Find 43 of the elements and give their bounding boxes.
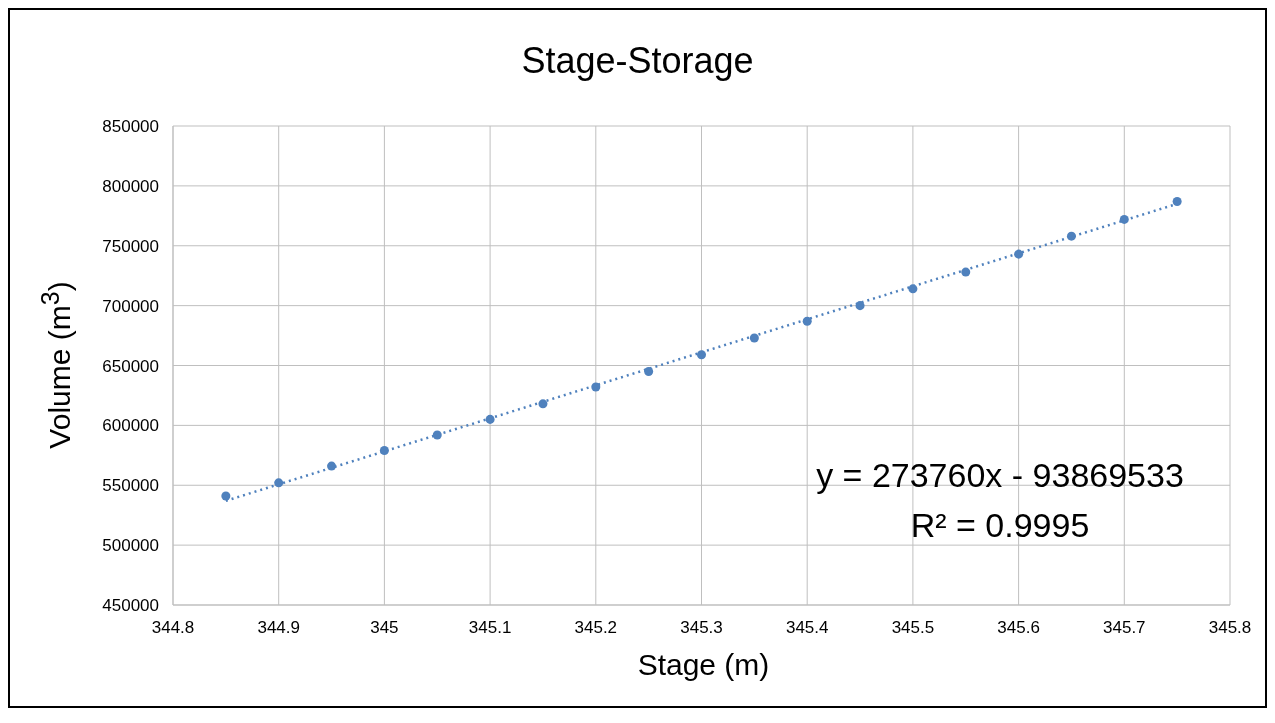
y-tick-label: 600000 bbox=[102, 416, 159, 436]
x-tick-label: 345.4 bbox=[785, 618, 829, 638]
x-tick-label: 345.3 bbox=[680, 618, 723, 638]
x-tick-label: 345.7 bbox=[1103, 618, 1146, 638]
x-tick-label: 345.2 bbox=[574, 618, 618, 638]
point bbox=[221, 491, 231, 501]
y-tick-label: 500000 bbox=[102, 536, 159, 556]
point bbox=[1066, 231, 1076, 241]
point bbox=[274, 478, 284, 488]
point bbox=[696, 350, 707, 360]
point bbox=[961, 267, 971, 277]
point bbox=[749, 333, 759, 343]
y-tick-label: 450000 bbox=[102, 596, 159, 616]
point bbox=[485, 414, 495, 424]
y-tick-label: 650000 bbox=[102, 356, 159, 376]
annotation: R² = 0.9995 bbox=[909, 505, 1091, 546]
point bbox=[379, 446, 389, 456]
y-tick-label: 800000 bbox=[102, 176, 159, 196]
y-tick-label: 850000 bbox=[102, 117, 159, 137]
x-tick-label: 344.8 bbox=[151, 618, 195, 638]
point bbox=[538, 399, 548, 409]
point bbox=[908, 284, 918, 294]
x-tick-label: 345.8 bbox=[1208, 618, 1252, 638]
point bbox=[591, 382, 601, 392]
x-tick-label: 345.6 bbox=[997, 618, 1040, 638]
annotation: y = 273760x - 93869533 bbox=[815, 455, 1185, 496]
point bbox=[1172, 196, 1182, 206]
point bbox=[855, 301, 865, 311]
point bbox=[644, 366, 654, 376]
x-tick-label: 344.9 bbox=[257, 618, 300, 638]
point bbox=[1119, 214, 1129, 224]
x-tick-label: 345.1 bbox=[468, 618, 512, 638]
chart-title: Stage-Storage bbox=[520, 40, 755, 82]
x-tick-label: 345.5 bbox=[891, 618, 935, 638]
point bbox=[1014, 249, 1024, 259]
y-tick-label: 700000 bbox=[102, 296, 159, 316]
y-tick-label: 550000 bbox=[102, 476, 159, 496]
point bbox=[432, 430, 442, 440]
point bbox=[802, 316, 812, 326]
x-axis-title: Stage (m) bbox=[636, 648, 771, 682]
y-tick-label: 750000 bbox=[102, 236, 159, 256]
point bbox=[327, 461, 337, 471]
x-tick-label: 345 bbox=[370, 618, 399, 638]
